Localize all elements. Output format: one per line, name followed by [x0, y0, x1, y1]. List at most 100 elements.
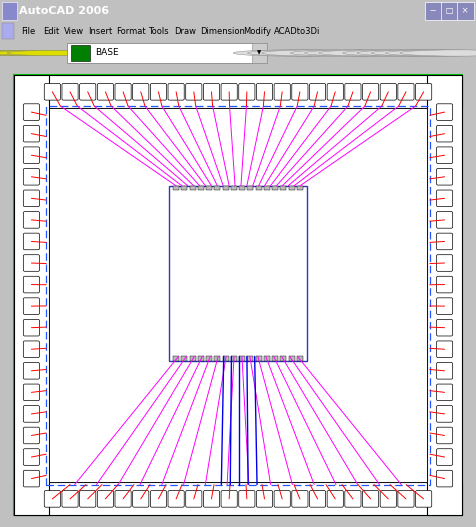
Text: Draw: Draw [174, 26, 196, 35]
FancyBboxPatch shape [150, 491, 167, 507]
Circle shape [343, 50, 457, 56]
Circle shape [7, 51, 102, 56]
FancyBboxPatch shape [150, 83, 167, 100]
Bar [231, 356, 237, 361]
FancyBboxPatch shape [23, 169, 40, 185]
FancyBboxPatch shape [23, 427, 40, 444]
FancyBboxPatch shape [436, 169, 453, 185]
FancyBboxPatch shape [23, 448, 40, 465]
Text: ▼: ▼ [258, 51, 261, 55]
FancyBboxPatch shape [345, 491, 361, 507]
FancyBboxPatch shape [363, 83, 379, 100]
FancyBboxPatch shape [436, 147, 453, 163]
FancyBboxPatch shape [436, 190, 453, 207]
Bar [49, 109, 427, 482]
Bar [222, 186, 228, 190]
FancyBboxPatch shape [416, 491, 432, 507]
FancyBboxPatch shape [23, 276, 40, 293]
FancyBboxPatch shape [23, 212, 40, 228]
FancyBboxPatch shape [274, 491, 290, 507]
FancyBboxPatch shape [62, 83, 78, 100]
FancyBboxPatch shape [436, 427, 453, 444]
FancyBboxPatch shape [23, 190, 40, 207]
FancyBboxPatch shape [436, 125, 453, 142]
Text: Tools: Tools [148, 26, 168, 35]
Bar [198, 186, 204, 190]
Bar [457, 2, 474, 20]
FancyBboxPatch shape [436, 406, 453, 422]
FancyBboxPatch shape [436, 341, 453, 357]
Text: ×: × [459, 6, 472, 15]
Circle shape [248, 50, 362, 56]
FancyBboxPatch shape [133, 83, 149, 100]
FancyBboxPatch shape [436, 384, 453, 401]
FancyBboxPatch shape [327, 83, 343, 100]
FancyBboxPatch shape [44, 83, 60, 100]
FancyBboxPatch shape [133, 491, 149, 507]
Circle shape [233, 50, 347, 56]
FancyBboxPatch shape [44, 491, 60, 507]
Bar [198, 356, 204, 361]
FancyBboxPatch shape [309, 83, 326, 100]
FancyBboxPatch shape [309, 491, 326, 507]
Bar [297, 186, 303, 190]
FancyBboxPatch shape [436, 363, 453, 379]
FancyBboxPatch shape [436, 255, 453, 271]
Bar [280, 356, 287, 361]
Circle shape [0, 51, 76, 56]
Bar [264, 186, 270, 190]
FancyBboxPatch shape [363, 491, 379, 507]
FancyBboxPatch shape [239, 83, 255, 100]
Bar [169, 186, 307, 361]
Text: BASE: BASE [95, 48, 119, 57]
Text: −: − [427, 6, 439, 15]
Bar [14, 482, 462, 515]
Circle shape [262, 50, 376, 56]
Text: □: □ [443, 6, 456, 15]
FancyBboxPatch shape [436, 470, 453, 487]
FancyBboxPatch shape [436, 104, 453, 120]
Bar [272, 356, 278, 361]
FancyBboxPatch shape [436, 319, 453, 336]
FancyBboxPatch shape [257, 83, 273, 100]
FancyBboxPatch shape [274, 83, 290, 100]
Bar [239, 186, 245, 190]
FancyBboxPatch shape [292, 491, 308, 507]
FancyBboxPatch shape [168, 491, 184, 507]
Bar [297, 356, 303, 361]
Bar [2, 2, 17, 20]
Bar [14, 75, 49, 515]
Bar [264, 356, 270, 361]
FancyBboxPatch shape [380, 491, 397, 507]
FancyBboxPatch shape [345, 83, 361, 100]
Bar [46, 106, 430, 485]
Text: AutoCAD 2006: AutoCAD 2006 [19, 6, 109, 16]
FancyBboxPatch shape [23, 470, 40, 487]
Text: Dimension: Dimension [200, 26, 245, 35]
Bar [441, 2, 458, 20]
Bar [248, 356, 254, 361]
FancyBboxPatch shape [23, 147, 40, 163]
FancyBboxPatch shape [23, 298, 40, 315]
FancyBboxPatch shape [23, 406, 40, 422]
Bar [181, 356, 188, 361]
Circle shape [319, 50, 433, 56]
Circle shape [371, 50, 476, 56]
FancyBboxPatch shape [203, 83, 219, 100]
Bar [280, 186, 287, 190]
Text: File: File [21, 26, 36, 35]
FancyBboxPatch shape [23, 104, 40, 120]
FancyBboxPatch shape [23, 319, 40, 336]
Text: View: View [64, 26, 84, 35]
FancyBboxPatch shape [436, 212, 453, 228]
FancyBboxPatch shape [79, 491, 96, 507]
FancyBboxPatch shape [380, 83, 397, 100]
FancyBboxPatch shape [221, 491, 237, 507]
Bar [222, 356, 228, 361]
Circle shape [305, 50, 419, 56]
Bar [2, 23, 14, 39]
FancyBboxPatch shape [186, 83, 202, 100]
FancyBboxPatch shape [436, 448, 453, 465]
Bar [248, 186, 254, 190]
Bar [425, 2, 442, 20]
